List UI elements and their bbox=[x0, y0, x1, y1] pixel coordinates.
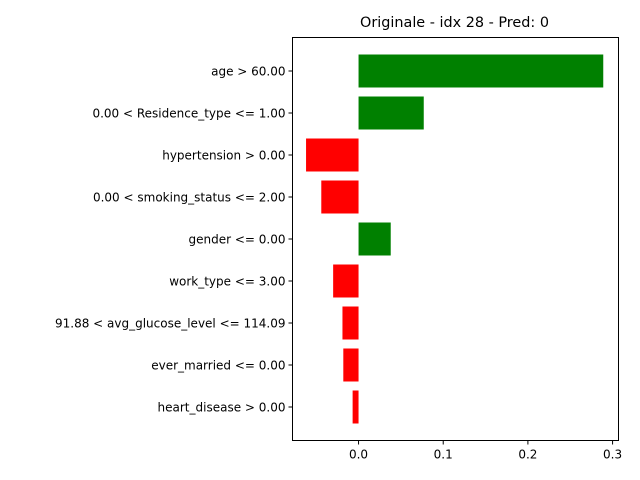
bar-6 bbox=[342, 306, 359, 340]
x-tick-label: 0.1 bbox=[434, 448, 453, 462]
x-tick-label: 0.3 bbox=[603, 448, 622, 462]
chart-title: Originale - idx 28 - Pred: 0 bbox=[360, 15, 549, 31]
y-tick-label: heart_disease > 0.00 bbox=[158, 401, 286, 415]
bar-4 bbox=[358, 222, 391, 256]
y-tick-label: ever_married <= 0.00 bbox=[151, 359, 285, 373]
x-tick-label: 0.2 bbox=[518, 448, 537, 462]
bar-5 bbox=[333, 264, 359, 298]
y-tick-label: gender <= 0.00 bbox=[189, 233, 286, 247]
bar-7 bbox=[343, 348, 359, 382]
bar-3 bbox=[321, 180, 359, 214]
plot-frame bbox=[292, 37, 619, 441]
bar-1 bbox=[358, 96, 424, 130]
x-tick-label: 0.0 bbox=[349, 448, 368, 462]
x-ticks: 0.0 0.1 0.2 0.3 bbox=[349, 440, 622, 462]
y-tick-label: age > 60.00 bbox=[211, 65, 285, 79]
bar-2 bbox=[306, 138, 359, 172]
y-tick-label: work_type <= 3.00 bbox=[169, 275, 285, 289]
y-tick-label: 0.00 < smoking_status <= 2.00 bbox=[93, 191, 286, 205]
y-tick-label: 91.88 < avg_glucose_level <= 114.09 bbox=[55, 317, 286, 331]
y-tick-labels: age > 60.00 0.00 < Residence_type <= 1.00… bbox=[55, 65, 293, 415]
bar-8 bbox=[352, 390, 359, 424]
bars-group bbox=[306, 54, 604, 424]
y-tick-label: 0.00 < Residence_type <= 1.00 bbox=[92, 107, 285, 121]
bar-0 bbox=[358, 54, 604, 88]
y-tick-label: hypertension > 0.00 bbox=[162, 149, 285, 163]
